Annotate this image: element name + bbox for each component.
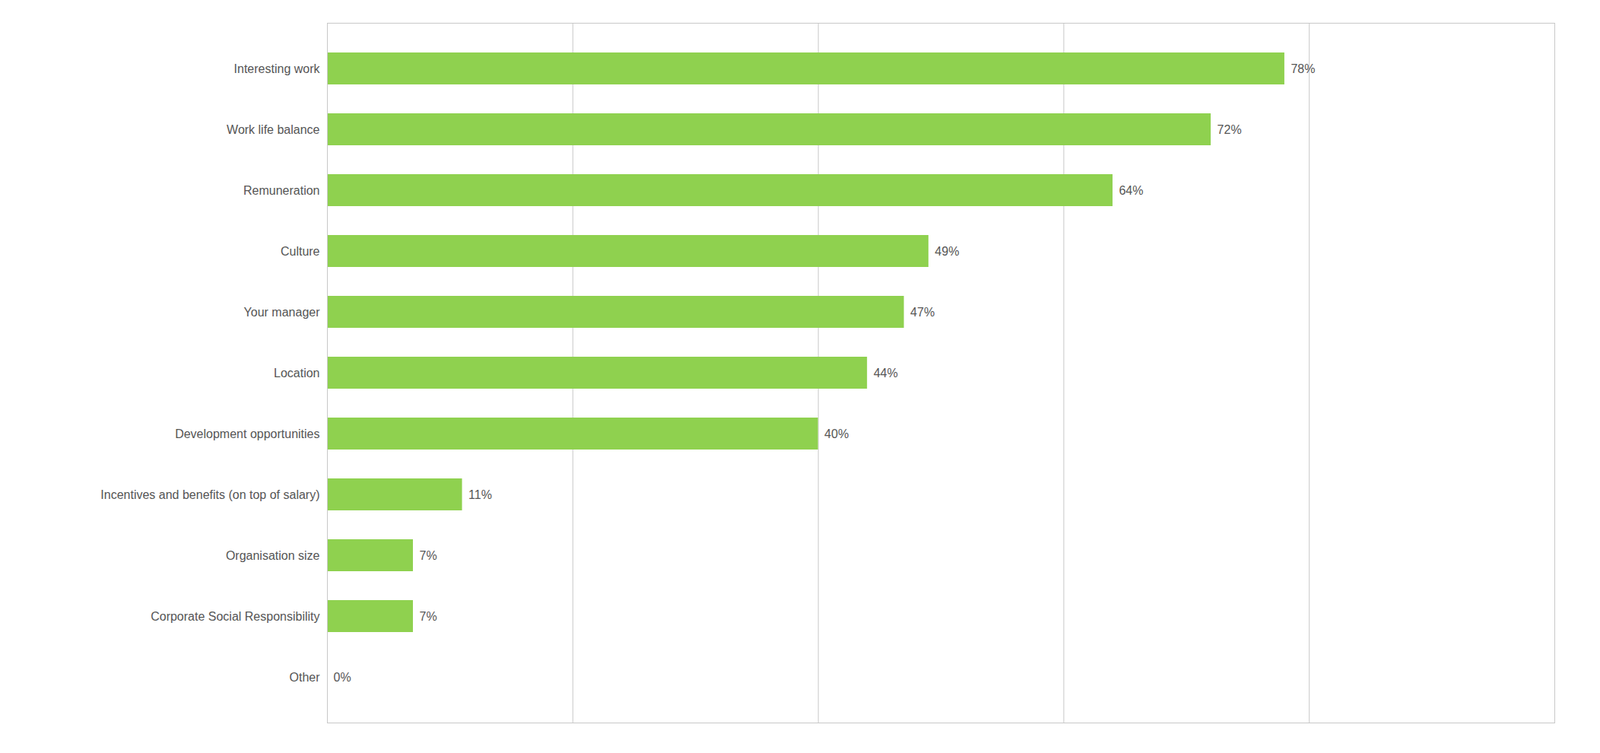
- svg-text:Remuneration: Remuneration: [243, 184, 321, 197]
- svg-text:72%: 72%: [1217, 123, 1242, 137]
- svg-text:49%: 49%: [934, 244, 959, 258]
- svg-text:Other: Other: [288, 670, 321, 684]
- svg-text:47%: 47%: [910, 305, 935, 319]
- svg-text:7%: 7%: [419, 609, 437, 623]
- svg-text:Interesting work: Interesting work: [234, 62, 321, 76]
- svg-text:Organisation size: Organisation size: [225, 549, 321, 562]
- svg-text:64%: 64%: [1118, 184, 1143, 197]
- svg-text:11%: 11%: [468, 488, 493, 502]
- svg-text:Culture: Culture: [280, 244, 321, 258]
- svg-text:Your manager: Your manager: [244, 305, 321, 319]
- svg-text:Development opportunities: Development opportunities: [174, 427, 320, 441]
- svg-text:44%: 44%: [873, 366, 899, 380]
- svg-text:40%: 40%: [824, 427, 849, 441]
- svg-text:7%: 7%: [419, 549, 437, 562]
- svg-text:Corporate Social Responsibilit: Corporate Social Responsibility: [150, 609, 320, 623]
- svg-text:Work life balance: Work life balance: [226, 123, 321, 137]
- svg-text:Location: Location: [273, 366, 321, 380]
- svg-text:Incentives and benefits (on to: Incentives and benefits (on top of salar…: [100, 488, 320, 502]
- svg-text:78%: 78%: [1290, 62, 1315, 76]
- svg-text:0%: 0%: [333, 670, 352, 684]
